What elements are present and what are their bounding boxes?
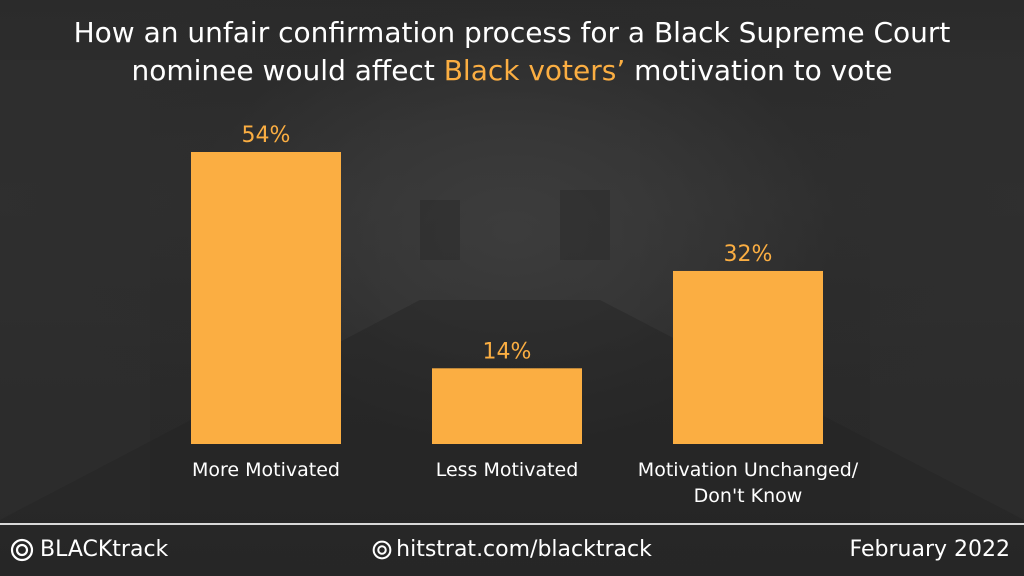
brand-name: BLACKtrack bbox=[40, 537, 169, 562]
footer-url: hitstrat.com/blacktrack bbox=[0, 532, 1024, 568]
title-line-2-start: nominee would affect bbox=[131, 54, 444, 87]
bar-1 bbox=[191, 152, 341, 444]
chart-title: How an unfair confirmation process for a… bbox=[0, 14, 1024, 90]
title-line-1: How an unfair confirmation process for a… bbox=[73, 16, 951, 49]
title-line-2-end: motivation to vote bbox=[625, 54, 893, 87]
footer-brand: BLACKtrack bbox=[10, 532, 168, 568]
value-label-3: 32% bbox=[724, 242, 773, 267]
bar-2 bbox=[432, 368, 582, 444]
category-label-3-line-1: Motivation Unchanged/ bbox=[638, 459, 859, 481]
value-label-2: 14% bbox=[483, 339, 532, 364]
at-circle-icon bbox=[372, 540, 392, 560]
category-label-3-line-2: Don't Know bbox=[694, 485, 803, 507]
category-label-1: More Motivated bbox=[192, 459, 340, 481]
url-link[interactable]: hitstrat.com/blacktrack bbox=[396, 537, 652, 562]
title-highlight: Black voters’ bbox=[443, 54, 626, 87]
title-line-2: nominee would affect Black voters’ motiv… bbox=[0, 52, 1024, 90]
footer-date: February 2022 bbox=[849, 537, 1010, 562]
bar-3 bbox=[673, 270, 823, 444]
bar-chart: 54% More Motivated 14% Less Motivated 32% Mot… bbox=[191, 123, 859, 507]
value-label-1: 54% bbox=[242, 123, 291, 148]
target-circle-icon bbox=[10, 538, 34, 562]
category-label-2: Less Motivated bbox=[436, 459, 579, 481]
footer-divider bbox=[0, 523, 1024, 525]
